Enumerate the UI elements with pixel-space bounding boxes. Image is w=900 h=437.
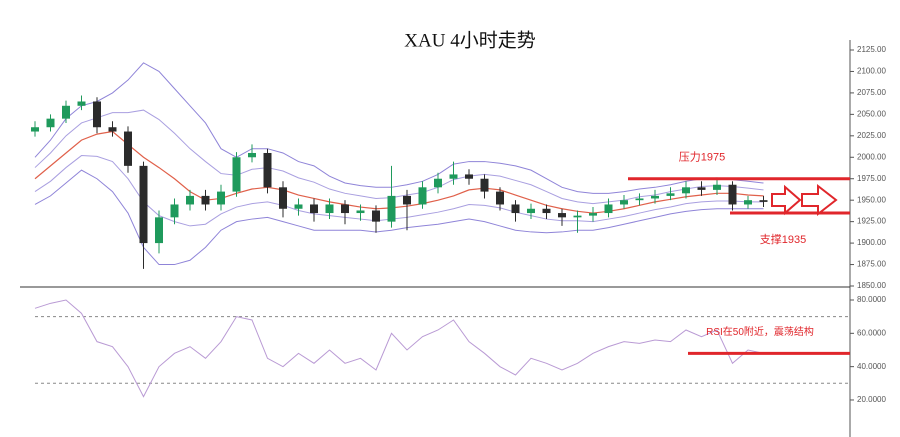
candle-body (155, 217, 163, 244)
candle-body (635, 198, 644, 201)
candle-body (759, 200, 768, 202)
candle-body (682, 187, 690, 194)
y-tick-label: 1850.00 (857, 281, 886, 290)
annotation: RSI在50附近，震荡结构 (706, 325, 814, 338)
y-tick-label: 1875.00 (857, 260, 886, 269)
arrow (801, 183, 838, 217)
candle-body (666, 193, 675, 196)
candle-body (604, 204, 613, 214)
candle-body (713, 184, 721, 190)
candle-body (46, 118, 55, 128)
candle-body (511, 204, 520, 214)
candle-body (31, 127, 39, 132)
candle-body (542, 208, 551, 214)
band-line (34, 155, 764, 227)
y-tick-label: 2075.00 (857, 88, 886, 97)
candle-body (139, 165, 148, 244)
candle-body (403, 195, 411, 205)
annotation: 支撑1935 (760, 232, 806, 246)
candle-body (496, 191, 504, 205)
candle-body (108, 127, 117, 132)
band-line (34, 62, 764, 194)
candle-body (341, 204, 349, 214)
y-tick-label: 1925.00 (857, 217, 886, 226)
chart-title: XAU 4小时走势 (404, 29, 535, 51)
candle-body (558, 213, 566, 218)
candle-body (449, 174, 458, 179)
candle-body (728, 184, 737, 205)
candle-body (356, 210, 365, 214)
arrow (771, 184, 802, 216)
rsi-line (34, 299, 764, 398)
candle-body (294, 204, 303, 209)
candle-body (170, 204, 179, 218)
candle-body (62, 105, 70, 119)
band-line (34, 169, 764, 266)
candle-body (93, 101, 101, 128)
candle-body (77, 101, 86, 106)
candle-body (744, 200, 752, 205)
y-tick-label: 2125.00 (857, 45, 886, 54)
candle-body (372, 210, 380, 222)
candle-body (465, 174, 473, 179)
y-tick-label: 1900.00 (857, 238, 886, 247)
candle-body (697, 187, 706, 190)
annotation: 压力1975 (679, 151, 725, 164)
candle-body (248, 152, 256, 158)
y-tick-label: 60.0000 (857, 328, 886, 337)
y-tick-label: 1950.00 (857, 195, 886, 204)
candle-body (527, 208, 535, 214)
candle-body (434, 178, 442, 188)
y-tick-label: 2050.00 (857, 109, 886, 118)
candle-body (418, 187, 427, 205)
candle-body (310, 204, 318, 214)
candle-body (387, 195, 396, 222)
candle-body (279, 187, 287, 209)
candle-body (651, 195, 659, 199)
band-line (34, 109, 764, 205)
candle-body (217, 191, 225, 205)
candle-body (201, 195, 210, 205)
y-tick-label: 2000.00 (857, 152, 886, 161)
candle-body (232, 157, 241, 192)
candle-body (480, 178, 489, 192)
band-line (34, 130, 764, 214)
y-tick-label: 1975.00 (857, 174, 886, 183)
candle-body (263, 152, 272, 188)
arrows (771, 183, 838, 217)
y-tick-label: 20.0000 (857, 395, 886, 404)
candle-body (124, 131, 132, 166)
y-tick-label: 80.0000 (857, 295, 886, 304)
candle-body (186, 195, 194, 205)
y-tick-label: 2100.00 (857, 67, 886, 76)
y-tick-label: 2025.00 (857, 131, 886, 140)
y-tick-label: 40.0000 (857, 362, 886, 371)
candle-body (573, 215, 582, 218)
candle-body (620, 200, 628, 205)
candle-body (325, 204, 334, 214)
candle-body (589, 213, 597, 216)
